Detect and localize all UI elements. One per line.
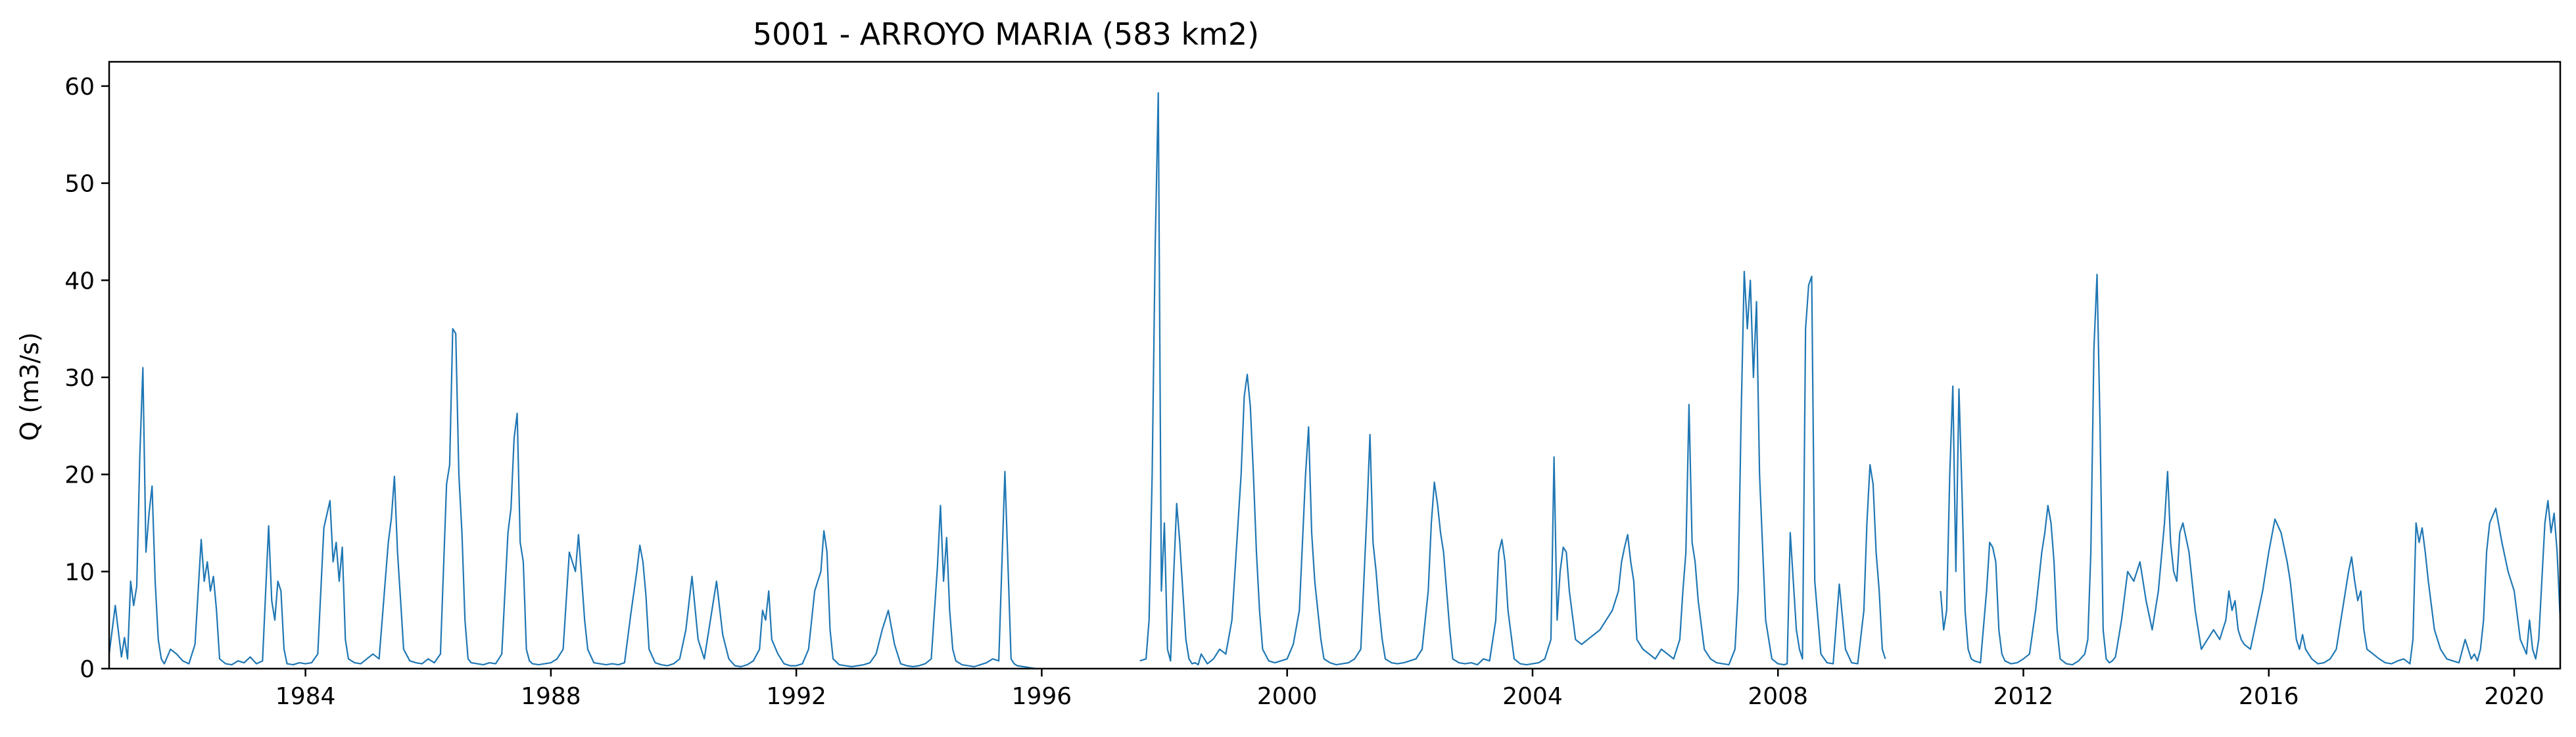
plot-frame [108,60,2562,670]
x-tick-label: 1992 [766,683,826,710]
series-line-segment-1 [108,328,1036,670]
x-tick-label: 1996 [1012,683,1072,710]
x-tick-label: 2012 [1993,683,2054,710]
x-axis: 1984 1988 1992 1996 2000 2004 2008 2012 2016 2020 [275,669,2544,710]
y-axis: 0 10 20 30 40 50 60 [64,74,109,683]
plot-area [108,92,2562,670]
y-tick-label: 40 [64,268,95,295]
x-tick-label: 1984 [275,683,336,710]
x-tick-label: 2008 [1748,683,1808,710]
series-line-segment-3 [1940,273,2562,666]
y-tick-label: 50 [64,171,95,198]
x-tick-label: 1988 [521,683,581,710]
x-tick-label: 2000 [1257,683,1318,710]
y-tick-label: 20 [64,462,95,489]
y-tick-label: 10 [64,559,95,586]
y-tick-label: 0 [80,656,95,683]
series-line-segment-2 [1139,92,1886,666]
x-tick-label: 2004 [1502,683,1563,710]
y-tick-label: 30 [64,365,95,392]
x-tick-label: 2020 [2484,683,2544,710]
y-axis-label: Q (m3/s) [15,332,44,440]
x-tick-label: 2016 [2239,683,2299,710]
y-tick-label: 60 [64,74,95,101]
chart-title: 5001 - ARROYO MARIA (583 km2) [753,16,1259,52]
